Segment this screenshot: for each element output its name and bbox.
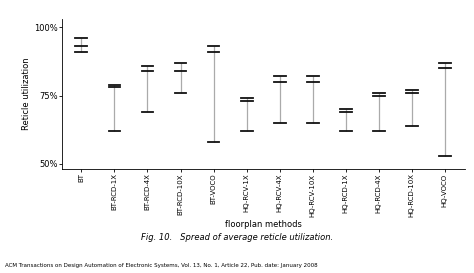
X-axis label: floorplan methods: floorplan methods: [225, 220, 301, 229]
Text: ACM Transactions on Design Automation of Electronic Systems, Vol. 13, No. 1, Art: ACM Transactions on Design Automation of…: [5, 263, 318, 268]
Text: Fig. 10.   Spread of average reticle utilization.: Fig. 10. Spread of average reticle utili…: [141, 233, 333, 242]
Y-axis label: Reticle utilization: Reticle utilization: [22, 58, 31, 130]
